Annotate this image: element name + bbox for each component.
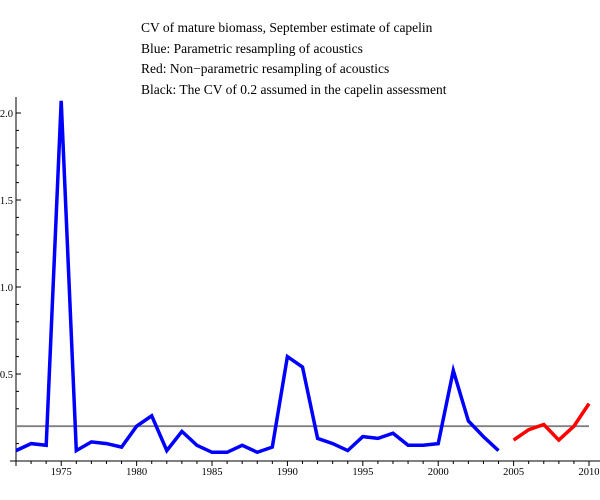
x-tick-label: 1985	[202, 467, 223, 478]
chart-title: CV of mature biomass, September estimate…	[141, 20, 433, 35]
legend-black: Black: The CV of 0.2 assumed in the cape…	[141, 81, 447, 97]
x-tick-label: 1990	[277, 467, 298, 478]
y-tick-label: 1.5	[0, 196, 13, 207]
series-nonparametric-line	[512, 402, 591, 443]
x-tick-label: 2010	[579, 467, 600, 478]
legend-blue: Blue: Parametric resampling of acoustics	[141, 40, 363, 56]
x-tick-label: 2000	[428, 467, 449, 478]
x-tick-label: 1975	[51, 467, 72, 478]
legend-red: Red: Non−parametric resampling of acoust…	[141, 61, 390, 76]
x-tick-label: 2005	[503, 467, 524, 478]
series-parametric-line	[15, 100, 500, 455]
y-tick-label: 0.5	[0, 370, 13, 381]
y-tick-label: 2.0	[0, 109, 13, 120]
x-tick-label: 1980	[126, 467, 147, 478]
chart-annotations: CV of mature biomass, September estimate…	[141, 18, 446, 100]
y-tick-label: 1.0	[0, 283, 13, 294]
x-tick-label: 1995	[352, 467, 373, 478]
